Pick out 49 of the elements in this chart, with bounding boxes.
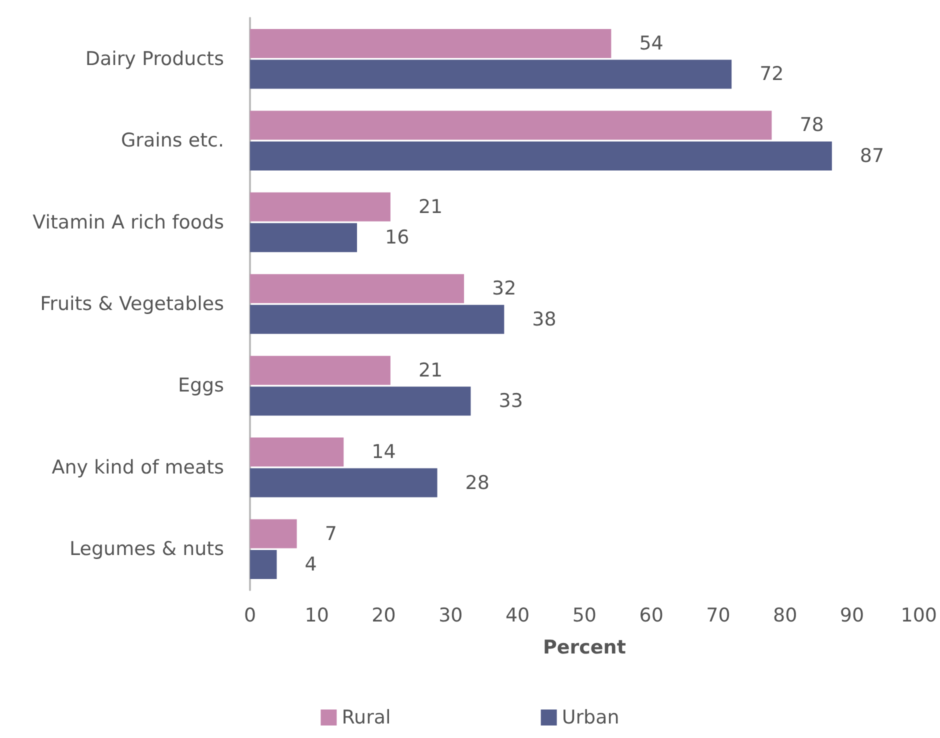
x-tick-label: 20: [372, 604, 396, 626]
data-label: 4: [304, 554, 317, 576]
bar: [250, 356, 390, 385]
x-tick-label: 30: [438, 604, 463, 626]
bar: [250, 141, 832, 170]
bar: [250, 386, 471, 416]
bar: [250, 438, 344, 467]
bar: [250, 468, 438, 498]
data-label: 72: [760, 63, 784, 86]
y-tick-label: Vitamin A rich foods: [32, 211, 224, 234]
bar: [250, 110, 772, 140]
y-tick-label: Any kind of meats: [52, 456, 224, 478]
data-label: 14: [372, 441, 396, 464]
legend-label: Rural: [342, 706, 391, 728]
data-label: 32: [492, 278, 516, 300]
y-tick-label: Fruits & Vegetables: [40, 293, 224, 315]
data-label: 21: [418, 196, 443, 218]
x-tick-label: 60: [639, 604, 664, 626]
data-label: 54: [639, 32, 664, 54]
x-tick-label: 10: [304, 604, 329, 626]
bar: [250, 223, 358, 252]
legend-label: Urban: [562, 706, 620, 728]
x-tick-label: 90: [840, 604, 864, 626]
x-tick-label: 80: [773, 604, 798, 626]
x-tick-label: 70: [706, 604, 730, 626]
y-tick-label: Legumes & nuts: [70, 538, 224, 560]
data-label: 33: [498, 390, 523, 412]
data-label: 16: [385, 226, 410, 249]
data-label: 28: [465, 472, 490, 494]
bar: [250, 304, 504, 334]
data-label: 21: [418, 359, 443, 382]
bar: [250, 550, 277, 580]
y-tick-label: Grains etc.: [120, 130, 224, 152]
x-tick-label: 100: [900, 604, 937, 626]
data-label: 7: [324, 522, 337, 545]
x-tick-label: 50: [572, 604, 597, 626]
bar: [250, 192, 390, 222]
data-label: 38: [532, 308, 556, 330]
x-tick-label: 40: [505, 604, 530, 626]
y-tick-label: Dairy Products: [85, 48, 224, 70]
x-tick-label: 0: [244, 604, 256, 626]
bar: [250, 274, 464, 304]
data-label: 78: [800, 114, 824, 136]
x-axis-title: Percent: [542, 636, 626, 658]
data-label: 87: [860, 144, 884, 167]
bar: [250, 60, 732, 89]
bar: [250, 519, 297, 548]
y-tick-label: Eggs: [178, 374, 224, 397]
bar: [250, 28, 612, 58]
